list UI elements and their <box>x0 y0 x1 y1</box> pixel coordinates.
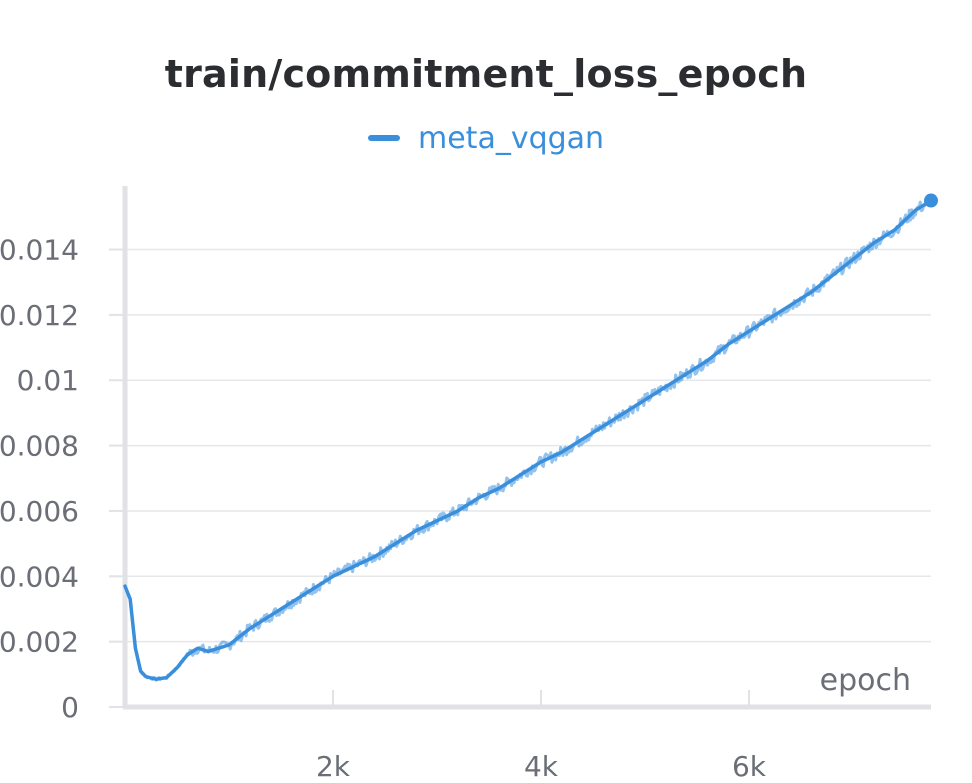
x-axis-title: epoch <box>820 663 911 698</box>
y-tick-label: 0.01 <box>17 364 79 397</box>
x-tick-label: 2k <box>316 750 351 783</box>
y-tick-label: 0.012 <box>0 299 79 332</box>
series-layer <box>123 193 938 682</box>
series-noise-band <box>123 196 933 682</box>
axes <box>109 186 931 710</box>
y-tick-label: 0.014 <box>0 234 79 267</box>
y-tick-label: 0.004 <box>0 560 79 593</box>
tick-labels: 0 0.002 0.004 0.006 0.008 0.01 0.012 0.014 2k 4k 6… <box>0 234 911 783</box>
y-tick-label: 0.002 <box>0 626 79 659</box>
legend-label: meta_vqgan <box>418 120 605 156</box>
series-endpoint-marker <box>924 193 938 208</box>
legend-swatch <box>368 135 400 141</box>
x-tick-label: 6k <box>732 750 767 783</box>
chart-title: train/commitment_loss_epoch <box>164 52 808 96</box>
x-tick-label: 4k <box>524 750 559 783</box>
series-line <box>123 198 933 681</box>
y-tick-label: 0.008 <box>0 430 79 463</box>
legend[interactable]: meta_vqgan <box>368 120 604 156</box>
grid-lines <box>125 248 931 643</box>
y-tick-label: 0 <box>61 691 79 724</box>
y-tick-label: 0.006 <box>0 495 79 528</box>
